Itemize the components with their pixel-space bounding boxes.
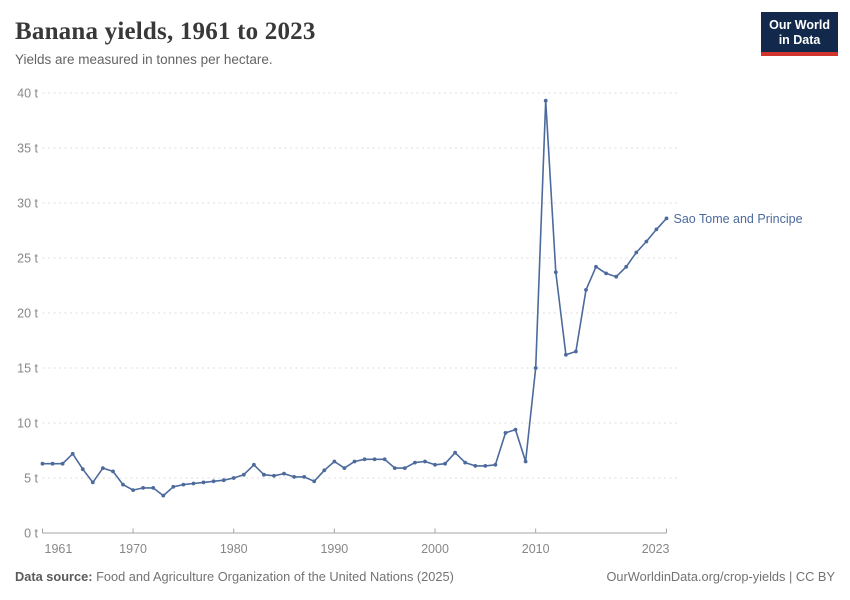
series-end-label[interactable]: Sao Tome and Principe bbox=[674, 212, 803, 226]
data-point-marker bbox=[453, 450, 457, 455]
data-point-marker bbox=[241, 472, 246, 477]
data-point-marker bbox=[624, 264, 629, 269]
data-source-note: Data source: Food and Agriculture Organi… bbox=[15, 569, 454, 584]
data-point-marker bbox=[604, 271, 608, 276]
data-point-marker bbox=[402, 466, 407, 470]
data-point-marker bbox=[322, 468, 327, 473]
data-point-marker bbox=[634, 250, 639, 255]
x-tick-label: 1961 bbox=[45, 542, 73, 556]
data-point-marker bbox=[131, 488, 136, 492]
series-line bbox=[41, 99, 668, 497]
x-tick-label: 1990 bbox=[320, 542, 348, 556]
data-point-marker bbox=[211, 479, 216, 484]
y-tick-label: 35 t bbox=[17, 142, 38, 156]
data-point-marker bbox=[644, 239, 649, 244]
data-point-marker bbox=[342, 466, 347, 470]
data-point-marker bbox=[543, 98, 548, 103]
data-point-marker bbox=[201, 480, 206, 485]
data-point-marker bbox=[664, 216, 669, 221]
data-point-marker bbox=[533, 366, 538, 370]
y-tick-label: 0 t bbox=[24, 527, 38, 541]
x-tick-label: 2010 bbox=[522, 542, 550, 556]
data-point-marker bbox=[161, 493, 166, 498]
owid-logo: Our World in Data bbox=[761, 12, 838, 56]
data-point-marker bbox=[382, 457, 387, 462]
data-point-marker bbox=[574, 349, 578, 354]
data-point-marker bbox=[483, 464, 488, 468]
data-point-marker bbox=[433, 462, 437, 467]
x-tick-label: 2000 bbox=[421, 542, 449, 556]
data-point-marker bbox=[121, 482, 125, 487]
data-point-marker bbox=[272, 473, 276, 478]
data-point-marker bbox=[332, 459, 337, 464]
data-point-marker bbox=[564, 352, 568, 357]
y-tick-label: 20 t bbox=[17, 307, 38, 321]
data-point-marker bbox=[171, 484, 176, 489]
data-point-marker bbox=[50, 461, 55, 466]
y-tick-label: 10 t bbox=[17, 417, 38, 431]
x-tick-label: 2023 bbox=[642, 542, 670, 556]
data-point-marker bbox=[231, 476, 236, 480]
data-point-marker bbox=[90, 480, 95, 485]
data-point-marker bbox=[463, 460, 468, 465]
page-title: Banana yields, 1961 to 2023 bbox=[15, 18, 316, 45]
data-point-marker bbox=[151, 486, 156, 490]
y-tick-label: 15 t bbox=[17, 362, 38, 376]
data-point-marker bbox=[423, 459, 427, 464]
data-point-marker bbox=[262, 472, 266, 477]
data-point-marker bbox=[553, 270, 558, 275]
owid-logo-line1: Our World bbox=[769, 18, 830, 32]
data-point-marker bbox=[584, 288, 588, 292]
data-point-marker bbox=[191, 481, 196, 486]
y-tick-label: 40 t bbox=[17, 87, 38, 101]
data-point-marker bbox=[362, 457, 367, 462]
data-point-marker bbox=[80, 467, 85, 472]
data-point-marker bbox=[181, 482, 186, 487]
y-tick-label: 25 t bbox=[17, 252, 38, 266]
data-point-marker bbox=[70, 451, 75, 456]
owid-logo-line2: in Data bbox=[778, 33, 821, 47]
owid-link[interactable]: OurWorldinData.org/crop-yields | CC BY bbox=[606, 569, 835, 584]
data-point-marker bbox=[503, 431, 508, 435]
data-source-label: Data source: bbox=[15, 569, 93, 584]
data-point-marker bbox=[493, 462, 498, 467]
data-point-marker bbox=[513, 427, 518, 432]
y-tick-label: 5 t bbox=[24, 472, 38, 486]
y-tick-label: 30 t bbox=[17, 197, 38, 211]
data-point-marker bbox=[282, 471, 286, 476]
data-point-marker bbox=[594, 264, 598, 269]
data-point-marker bbox=[111, 469, 115, 474]
data-point-marker bbox=[221, 478, 226, 483]
data-point-marker bbox=[292, 475, 296, 479]
data-point-marker bbox=[372, 457, 377, 462]
x-tick-label: 1980 bbox=[220, 542, 248, 556]
data-point-marker bbox=[352, 459, 357, 464]
data-point-marker bbox=[443, 461, 447, 466]
data-point-marker bbox=[614, 274, 619, 279]
data-point-marker bbox=[413, 460, 417, 465]
data-point-marker bbox=[60, 461, 65, 466]
data-point-marker bbox=[473, 464, 478, 468]
data-point-marker bbox=[252, 462, 256, 467]
data-point-marker bbox=[312, 479, 317, 484]
data-point-marker bbox=[654, 227, 659, 232]
chart-subtitle: Yields are measured in tonnes per hectar… bbox=[15, 52, 273, 67]
data-point-marker bbox=[302, 475, 307, 479]
data-point-marker bbox=[40, 461, 45, 466]
x-tick-label: 1970 bbox=[119, 542, 147, 556]
data-point-marker bbox=[141, 486, 146, 490]
data-point-marker bbox=[523, 459, 528, 464]
data-point-marker bbox=[101, 466, 105, 470]
data-point-marker bbox=[392, 466, 397, 470]
data-source-text: Food and Agriculture Organization of the… bbox=[92, 569, 454, 584]
chart-footer: Data source: Food and Agriculture Organi… bbox=[15, 569, 835, 584]
